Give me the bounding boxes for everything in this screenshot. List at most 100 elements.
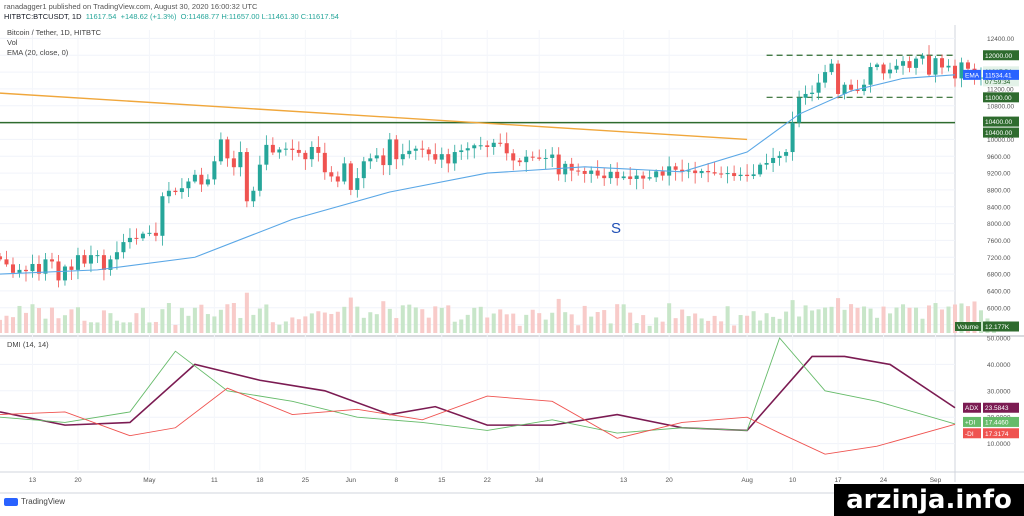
candle-body (420, 148, 425, 150)
volume-bar (868, 308, 873, 333)
candle-body (628, 176, 633, 179)
volume-bar (446, 305, 451, 333)
candle-body (829, 63, 834, 73)
volume-bar (803, 305, 808, 333)
volume-bar (283, 321, 288, 333)
volume-bar (36, 308, 41, 333)
volume-bar (88, 322, 93, 333)
candle-body (43, 259, 48, 274)
candle-body (270, 144, 275, 153)
candle-body (842, 84, 847, 94)
candle-body (595, 170, 600, 176)
candle-body (758, 164, 763, 175)
volume-bar (30, 304, 35, 333)
candle-body (374, 155, 379, 159)
price-tick-label: 6000.00 (987, 305, 1011, 312)
time-tick-label: 20 (74, 477, 82, 484)
candle-body (654, 171, 659, 178)
volume-bar (329, 313, 334, 333)
volume-bar (647, 325, 652, 333)
candle-body (407, 150, 412, 155)
candle-body (836, 63, 841, 94)
legend-pair[interactable]: Bitcoin / Tether, 1D, HITBTC (7, 28, 102, 37)
volume-bar (355, 306, 360, 333)
candle-body (634, 175, 639, 179)
volume-bar (212, 316, 217, 333)
tag-volume-label-bg (955, 322, 981, 331)
candle-body (952, 65, 958, 79)
volume-bar (153, 321, 158, 333)
volume-bar (17, 305, 22, 333)
tag-volume-value: 12.177K (985, 324, 1010, 331)
candle-body (75, 255, 80, 270)
price-tick-label: 11200.00 (987, 86, 1014, 93)
dmi-legend[interactable]: DMI (14, 14) (7, 340, 49, 349)
time-tick-label: Jul (535, 477, 544, 484)
publish-line: ranadagger1 published on TradingView.com… (4, 2, 258, 11)
candle-body (576, 170, 581, 172)
candle-body (186, 181, 191, 189)
volume-bar (706, 320, 711, 333)
legend-vol[interactable]: Vol (7, 38, 18, 47)
candle-body (959, 62, 964, 79)
candle-body (926, 55, 932, 75)
candle-body (868, 67, 873, 85)
volume-bar (342, 306, 347, 333)
volume-bar (797, 316, 802, 333)
time-tick-label: 13 (620, 477, 628, 484)
volume-bar (49, 307, 54, 333)
volume-bar (738, 315, 743, 333)
time-tick-label: 20 (666, 477, 674, 484)
candle-body (101, 255, 106, 270)
volume-bar (862, 306, 867, 333)
candle-body (849, 84, 854, 90)
tag-11000-bg (983, 92, 1019, 103)
volume-bar (270, 322, 275, 333)
volume-bar (199, 304, 204, 333)
trendline-layer[interactable] (0, 92, 748, 141)
candle-body (355, 178, 360, 190)
candle-body (725, 173, 730, 175)
tradingview-logo-icon (4, 497, 18, 506)
volume-bar (550, 312, 555, 333)
legend-ema[interactable]: EMA (20, close, 0) (7, 48, 69, 57)
volume-bar (952, 304, 958, 333)
volume-bar (543, 319, 548, 333)
volume-bar (498, 309, 503, 333)
tag-11000: 11000.00 (985, 95, 1012, 102)
tag-10400-b-bg (983, 127, 1019, 138)
price-tick-label: 10800.00 (987, 103, 1014, 110)
candle-body (939, 58, 945, 68)
candle-body (303, 152, 308, 160)
candle-body (673, 166, 678, 170)
candle-body (238, 152, 243, 168)
brand[interactable]: TradingView (4, 497, 65, 506)
volume-bar (920, 318, 925, 333)
dmi-tick-label: 30.0000 (987, 388, 1011, 395)
price-tick-label: 7600.00 (987, 238, 1011, 245)
time-tick-label: 8 (394, 477, 398, 484)
volume-bar (140, 307, 145, 333)
candle-body (400, 154, 405, 160)
symbol[interactable]: HITBTC:BTCUSDT, 1D (4, 12, 82, 21)
volume-bar (225, 304, 230, 333)
volume-bar (439, 307, 444, 333)
candle-body (49, 259, 54, 262)
volume-bar (771, 316, 776, 333)
candle-body (17, 269, 22, 273)
volume-bar (504, 314, 509, 333)
volume-bar (673, 318, 678, 333)
volume-bar (712, 315, 717, 333)
volume-bar (641, 315, 646, 333)
volume-bar (810, 310, 815, 333)
volume-bar (978, 310, 984, 333)
candle-body (387, 139, 392, 166)
candle-body (751, 174, 756, 177)
tag-12000-bg (983, 50, 1019, 61)
volume-bar (433, 306, 438, 333)
candle-body (166, 190, 171, 197)
volume-bar (894, 307, 899, 333)
volume-bar (108, 313, 113, 333)
tag-adx-value: 23.5843 (985, 405, 1009, 412)
